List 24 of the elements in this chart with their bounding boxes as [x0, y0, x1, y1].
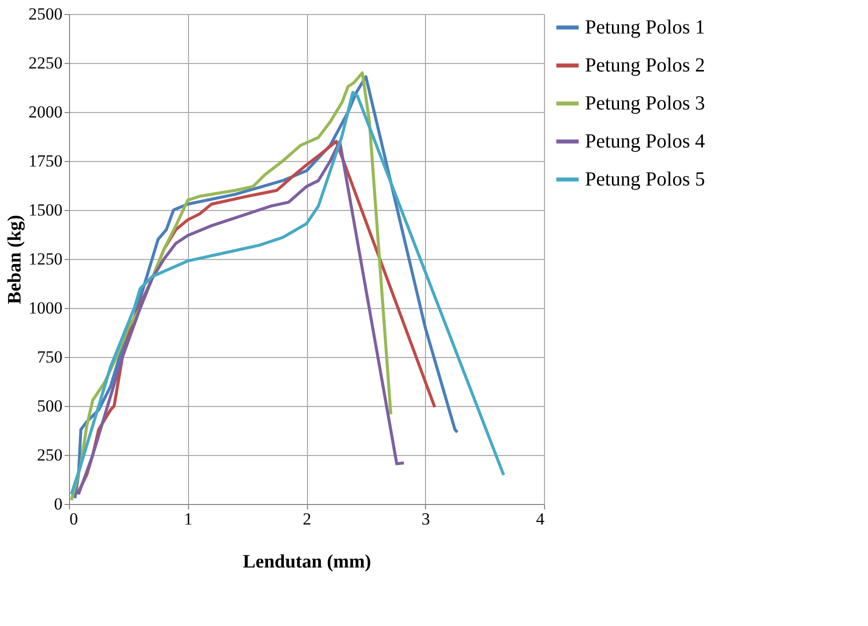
y-tick-label: 750: [37, 348, 62, 366]
legend-label: Petung Polos 1: [585, 16, 706, 38]
x-tick-label: 2: [302, 510, 312, 528]
legend-label: Petung Polos 2: [585, 54, 706, 76]
x-tick-label: 3: [422, 510, 430, 528]
y-tick-label: 2250: [28, 54, 62, 72]
y-axis-title: Beban (kg): [4, 214, 26, 304]
y-tick-label: 1250: [28, 250, 62, 268]
y-tick-label: 1750: [28, 152, 62, 170]
line-series: [70, 90, 506, 496]
y-tick-label: 500: [37, 396, 62, 416]
legend-label: Petung Polos 5: [585, 168, 706, 190]
legend-label: Petung Polos 3: [585, 92, 706, 114]
y-tick-label: 250: [37, 446, 62, 464]
x-axis-title: Lendutan (mm): [242, 552, 372, 572]
y-tick-label: 2000: [28, 102, 62, 122]
x-tick-label: 0: [70, 510, 78, 528]
y-tick-label: 0: [54, 494, 62, 514]
legend-label: Petung Polos 4: [585, 130, 706, 152]
x-tick-label: 4: [536, 510, 545, 528]
y-tick-label: 2500: [28, 4, 62, 24]
y-tick-label: 1000: [28, 298, 62, 318]
y-tick-label: 1500: [28, 200, 62, 220]
x-tick-label: 1: [184, 510, 192, 528]
